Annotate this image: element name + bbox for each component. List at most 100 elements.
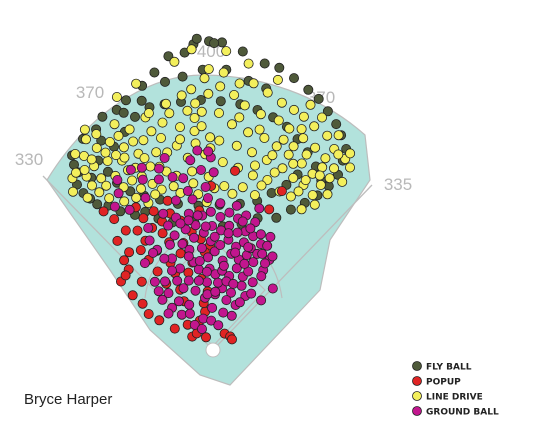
line-drive-point xyxy=(333,130,344,141)
fly-ball-point xyxy=(177,71,188,82)
ground-ball-point xyxy=(205,206,216,217)
legend-label-popup: POPUP xyxy=(426,378,461,388)
fly-ball-point xyxy=(274,62,285,73)
popup-point xyxy=(148,206,159,217)
line-drive-point xyxy=(229,90,240,101)
ground-ball-point xyxy=(224,207,235,218)
line-drive-point xyxy=(285,191,296,202)
line-drive-point xyxy=(231,140,242,151)
ground-ball-point xyxy=(147,247,158,258)
line-drive-point xyxy=(246,147,257,158)
line-drive-point xyxy=(96,173,107,184)
ground-ball-point xyxy=(203,146,214,157)
fly-ball-point xyxy=(259,58,270,69)
line-drive-point xyxy=(221,46,232,57)
foul-line-right xyxy=(212,184,373,351)
popup-point xyxy=(200,332,211,343)
popup-point xyxy=(119,255,130,266)
fly-ball-point xyxy=(92,199,103,210)
legend-label-fly-ball: FLY BALL xyxy=(426,363,472,373)
line-drive-point xyxy=(155,132,166,143)
popup-point xyxy=(264,204,275,215)
ground-ball-point xyxy=(194,255,205,266)
ground-ball-point xyxy=(166,265,177,276)
ground-ball-point xyxy=(209,246,220,257)
ground-ball-point xyxy=(153,174,164,185)
line-drive-point xyxy=(324,173,335,184)
line-drive-point xyxy=(309,199,320,210)
ground-ball-point xyxy=(137,174,148,185)
ground-ball-point xyxy=(232,227,243,238)
line-drive-point xyxy=(320,153,331,164)
ground-ball-point xyxy=(246,288,257,299)
line-drive-point xyxy=(131,78,142,89)
ground-ball-point xyxy=(185,155,196,166)
line-drive-point xyxy=(256,180,267,191)
ground-ball-point xyxy=(140,192,151,203)
ground-ball-point xyxy=(177,238,188,249)
line-drive-point xyxy=(283,149,294,160)
line-drive-point xyxy=(298,133,309,144)
line-drive-point xyxy=(314,170,325,181)
line-drive-point xyxy=(249,190,260,201)
ground-ball-point xyxy=(200,181,211,192)
popup-point xyxy=(152,266,163,277)
line-drive-point xyxy=(345,148,356,159)
line-drive-point xyxy=(247,170,258,181)
ground-ball-point xyxy=(256,271,267,282)
line-drive-point xyxy=(128,136,139,147)
line-drive-point xyxy=(296,204,307,215)
popup-point xyxy=(169,323,180,334)
line-drive-point xyxy=(196,106,207,117)
line-drive-point xyxy=(186,84,197,95)
ground-ball-point xyxy=(173,296,184,307)
line-drive-point xyxy=(307,190,318,201)
ground-ball-point xyxy=(169,230,180,241)
line-drive-point xyxy=(203,88,214,99)
ground-ball-point xyxy=(109,201,120,212)
line-drive-point xyxy=(143,108,154,119)
line-drive-point xyxy=(322,189,333,200)
ground-ball-point xyxy=(187,194,198,205)
ground-ball-point xyxy=(257,248,268,259)
line-drive-point xyxy=(309,121,320,132)
line-drive-point xyxy=(79,164,90,175)
ground-ball-point xyxy=(190,220,201,231)
ground-ball-point xyxy=(163,220,174,231)
fly-ball-point xyxy=(209,38,220,49)
ground-ball-point xyxy=(159,253,170,264)
ground-ball-point xyxy=(255,229,266,240)
popup-point xyxy=(127,290,138,301)
popup-point xyxy=(120,225,131,236)
line-drive-point xyxy=(111,92,122,103)
line-drive-point xyxy=(322,130,333,141)
line-drive-point xyxy=(262,87,273,98)
fly-ball-point xyxy=(215,96,226,107)
ground-ball-point xyxy=(183,251,194,262)
home-plate xyxy=(205,342,221,358)
line-drive-point xyxy=(305,99,316,110)
line-drive-point xyxy=(344,162,355,173)
ground-ball-point xyxy=(215,198,226,209)
popup-point xyxy=(136,276,147,287)
line-drive-point xyxy=(68,186,79,197)
ground-ball-point xyxy=(170,195,181,206)
ground-ball-point xyxy=(184,299,195,310)
ground-ball-point xyxy=(202,252,213,263)
ground-ball-point xyxy=(218,307,229,318)
line-drive-point xyxy=(234,112,245,123)
ground-ball-point xyxy=(164,239,175,250)
popup-point xyxy=(143,308,154,319)
distance-label: 370 xyxy=(76,83,104,102)
ground-ball-point xyxy=(239,258,250,269)
ground-ball-point xyxy=(201,266,212,277)
ground-ball-point xyxy=(158,208,169,219)
ground-ball-point xyxy=(143,222,154,233)
ground-ball-point xyxy=(136,162,147,173)
line-drive-point xyxy=(284,123,295,134)
ground-ball-point xyxy=(223,228,234,239)
ground-ball-point xyxy=(210,286,221,297)
ground-ball-point xyxy=(267,251,278,262)
line-drive-point xyxy=(71,167,82,178)
